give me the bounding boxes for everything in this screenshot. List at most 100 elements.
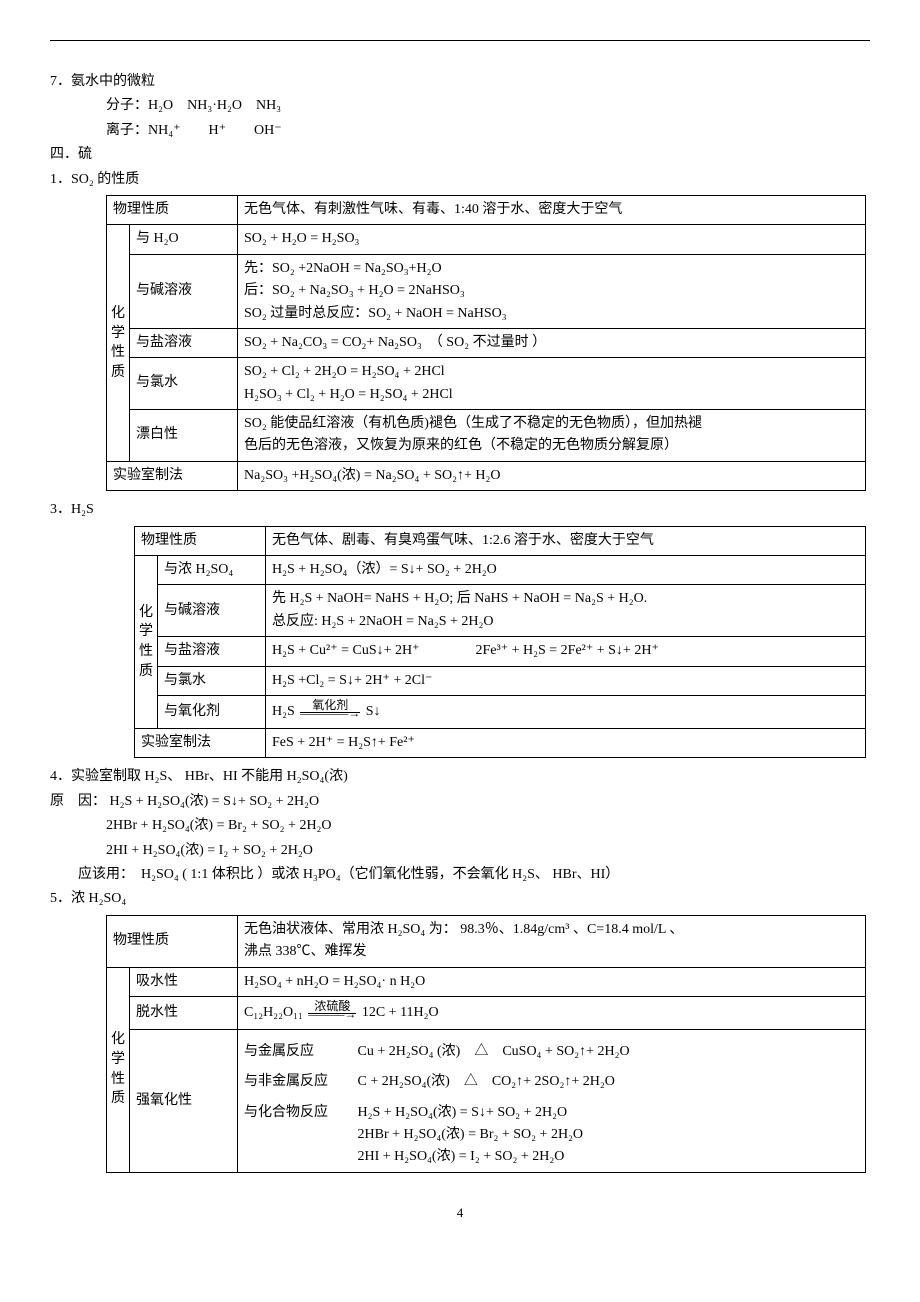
phys-label: 物理性质	[107, 195, 238, 224]
page: 7．氨水中的微粒 分子：H₂O NH₃·H₂O NH₃ 离子：NH₄⁺ H⁺ O…	[50, 40, 870, 1224]
phys-value: 无色气体、剧毒、有臭鸡蛋气味、1:2.6 溶于水、密度大于空气	[266, 526, 866, 555]
compound-line-1: 与化合物反应 H₂S + H₂SO₄(浓) = S↓+ SO₂ + 2H₂O	[244, 1102, 859, 1124]
formula-prefix: C₁₂H₂₂O₁₁	[244, 1005, 303, 1020]
table-row: 与盐溶液 H₂S + Cu²⁺ = CuS↓+ 2H⁺ 2Fe³⁺ + H₂S …	[135, 637, 866, 666]
section-7-title: 7．氨水中的微粒	[50, 71, 870, 93]
row-value: FeS + 2H⁺ = H₂S↑+ Fe²⁺	[266, 728, 866, 757]
cause-eq-1: H₂S + H₂SO₄(浓) = S↓+ SO₂ + 2H₂O	[110, 794, 320, 809]
cell-line: 后：SO₂ + Na₂SO₃ + H₂O = 2NaHSO₃	[244, 280, 859, 302]
cell-line: SO₂ 过量时总反应：SO₂ + NaOH = NaHSO₃	[244, 303, 859, 325]
equation: H₂S + H₂SO₄(浓) = S↓+ SO₂ + 2H₂O	[358, 1105, 568, 1120]
row-label: 吸水性	[130, 967, 238, 996]
row-value: Na₂SO₃ +H₂SO₄(浓) = Na₂SO₄ + SO₂↑+ H₂O	[238, 461, 866, 490]
row-label: 与碱溶液	[130, 254, 238, 328]
so2-title: 1．SO₂ 的性质	[50, 169, 870, 191]
table-row: 实验室制法 FeS + 2H⁺ = H₂S↑+ Fe²⁺	[135, 728, 866, 757]
section-7-line-2: 离子：NH₄⁺ H⁺ OH⁻	[50, 120, 870, 142]
row-value: H₂SO₄ + nH₂O = H₂SO₄· n H₂O	[238, 967, 866, 996]
metal-line: 与金属反应 Cu + 2H₂SO₄ (浓) △ CuSO₄ + SO₂↑+ 2H…	[244, 1041, 859, 1063]
chem-label: 化学性质	[107, 225, 130, 462]
row-value: H₂S + Cu²⁺ = CuS↓+ 2H⁺ 2Fe³⁺ + H₂S = 2Fe…	[266, 637, 866, 666]
cause-label: 原 因：	[50, 794, 106, 809]
page-number: 4	[50, 1203, 870, 1224]
phys-value: 无色油状液体、常用浓 H₂SO₄ 为： 98.3％、1.84g/cm³ 、C=1…	[238, 915, 866, 967]
equation: 2HI + H₂SO₄(浓) = I₂ + SO₂ + 2H₂O	[358, 1149, 565, 1164]
row-label: 与盐溶液	[130, 328, 238, 357]
row-label: 与氯水	[158, 666, 266, 695]
cell-line: 色后的无色溶液，又恢复为原来的红色（不稳定的无色物质分解复原）	[244, 435, 859, 457]
row-value: SO₂ + Cl₂ + 2H₂O = H₂SO₄ + 2HCl H₂SO₃ + …	[238, 358, 866, 410]
section-4-heading: 四．硫	[50, 144, 870, 166]
row-value: SO₂ + H₂O = H₂SO₃	[238, 225, 866, 254]
table-row: 漂白性 SO₂ 能使品红溶液（有机色质)褪色（生成了不稳定的无色物质），但加热褪…	[107, 410, 866, 462]
row-label: 漂白性	[130, 410, 238, 462]
reaction-arrow: 氧化剂————→	[300, 699, 360, 725]
row-label: 实验室制法	[107, 461, 238, 490]
table-row: 物理性质 无色气体、剧毒、有臭鸡蛋气味、1:2.6 溶于水、密度大于空气	[135, 526, 866, 555]
row-value: 与金属反应 Cu + 2H₂SO₄ (浓) △ CuSO₄ + SO₂↑+ 2H…	[238, 1029, 866, 1172]
row-label: 脱水性	[130, 996, 238, 1029]
row-label: 强氧化性	[130, 1029, 238, 1172]
row-value: SO₂ + Na₂CO₃ = CO₂+ Na₂SO₃ （ SO₂ 不过量时 ）	[238, 328, 866, 357]
table-row: 物理性质 无色油状液体、常用浓 H₂SO₄ 为： 98.3％、1.84g/cm³…	[107, 915, 866, 967]
row-label: 与氧化剂	[158, 695, 266, 728]
chem-label: 化学性质	[135, 556, 158, 729]
row-value: H₂S +Cl₂ = S↓+ 2H⁺ + 2Cl⁻	[266, 666, 866, 695]
row-label: 实验室制法	[135, 728, 266, 757]
chem-label: 化学性质	[107, 967, 130, 1172]
sub-label: 与化合物反应	[244, 1102, 354, 1124]
table-row: 与氧化剂 H₂S 氧化剂————→ S↓	[135, 695, 866, 728]
row-value: 先：SO₂ +2NaOH = Na₂SO₃+H₂O 后：SO₂ + Na₂SO₃…	[238, 254, 866, 328]
table-row: 化学性质 与 H₂O SO₂ + H₂O = H₂SO₃	[107, 225, 866, 254]
sub-label: 与金属反应	[244, 1041, 354, 1063]
formula-suffix: 12C + 11H₂O	[362, 1005, 439, 1020]
table-row: 与碱溶液 先 H₂S + NaOH= NaHS + H₂O; 后 NaHS + …	[135, 585, 866, 637]
equation: C + 2H₂SO₄(浓) △ CO₂↑+ 2SO₂↑+ 2H₂O	[358, 1074, 615, 1089]
table-row: 与氯水 SO₂ + Cl₂ + 2H₂O = H₂SO₄ + 2HCl H₂SO…	[107, 358, 866, 410]
row-value: C₁₂H₂₂O₁₁ 浓硫酸———→ 12C + 11H₂O	[238, 996, 866, 1029]
nonmetal-line: 与非金属反应 C + 2H₂SO₄(浓) △ CO₂↑+ 2SO₂↑+ 2H₂O	[244, 1071, 859, 1093]
table-row: 化学性质 吸水性 H₂SO₄ + nH₂O = H₂SO₄· n H₂O	[107, 967, 866, 996]
row-label: 与 H₂O	[130, 225, 238, 254]
cell-line: 先 H₂S + NaOH= NaHS + H₂O; 后 NaHS + NaOH …	[272, 588, 859, 610]
cell-line: SO₂ + Cl₂ + 2H₂O = H₂SO₄ + 2HCl	[244, 361, 859, 383]
cell-line: SO₂ 能使品红溶液（有机色质)褪色（生成了不稳定的无色物质），但加热褪	[244, 413, 859, 435]
h2so4-title: 5．浓 H₂SO₄	[50, 888, 870, 910]
phys-value: 无色气体、有刺激性气味、有毒、1:40 溶于水、密度大于空气	[238, 195, 866, 224]
row-label: 与盐溶液	[158, 637, 266, 666]
phys-label: 物理性质	[107, 915, 238, 967]
so2-table: 物理性质 无色气体、有刺激性气味、有毒、1:40 溶于水、密度大于空气 化学性质…	[106, 195, 866, 491]
compound-line-3: 2HI + H₂SO₄(浓) = I₂ + SO₂ + 2H₂O	[244, 1146, 859, 1168]
equation: 2HBr + H₂SO₄(浓) = Br₂ + SO₂ + 2H₂O	[358, 1127, 584, 1142]
table-row: 化学性质 与浓 H₂SO₄ H₂S + H₂SO₄（浓）= S↓+ SO₂ + …	[135, 556, 866, 585]
table-row: 与盐溶液 SO₂ + Na₂CO₃ = CO₂+ Na₂SO₃ （ SO₂ 不过…	[107, 328, 866, 357]
sec4-should: 应该用： H₂SO₄ ( 1:1 体积比 ）或浓 H₃PO₄（它们氧化性弱，不会…	[50, 864, 870, 886]
cell-line: 沸点 338℃、难挥发	[244, 941, 859, 963]
section-7-line-1: 分子：H₂O NH₃·H₂O NH₃	[50, 95, 870, 117]
sec4-cause: 原 因： H₂S + H₂SO₄(浓) = S↓+ SO₂ + 2H₂O	[50, 791, 870, 813]
cause-eq-2: 2HBr + H₂SO₄(浓) = Br₂ + SO₂ + 2H₂O	[50, 815, 870, 837]
row-value: SO₂ 能使品红溶液（有机色质)褪色（生成了不稳定的无色物质），但加热褪 色后的…	[238, 410, 866, 462]
row-value: H₂S 氧化剂————→ S↓	[266, 695, 866, 728]
reaction-arrow: 浓硫酸———→	[308, 1000, 356, 1026]
phys-label: 物理性质	[135, 526, 266, 555]
formula-suffix: S↓	[366, 704, 381, 719]
row-value: 先 H₂S + NaOH= NaHS + H₂O; 后 NaHS + NaOH …	[266, 585, 866, 637]
sub-label: 与非金属反应	[244, 1071, 354, 1093]
equation: Cu + 2H₂SO₄ (浓) △ CuSO₄ + SO₂↑+ 2H₂O	[358, 1044, 630, 1059]
compound-line-2: 2HBr + H₂SO₄(浓) = Br₂ + SO₂ + 2H₂O	[244, 1124, 859, 1146]
h2s-title: 3．H₂S	[50, 499, 870, 521]
h2s-table: 物理性质 无色气体、剧毒、有臭鸡蛋气味、1:2.6 溶于水、密度大于空气 化学性…	[134, 526, 866, 759]
table-row: 实验室制法 Na₂SO₃ +H₂SO₄(浓) = Na₂SO₄ + SO₂↑+ …	[107, 461, 866, 490]
row-value: H₂S + H₂SO₄（浓）= S↓+ SO₂ + 2H₂O	[266, 556, 866, 585]
table-row: 脱水性 C₁₂H₂₂O₁₁ 浓硫酸———→ 12C + 11H₂O	[107, 996, 866, 1029]
table-row: 物理性质 无色气体、有刺激性气味、有毒、1:40 溶于水、密度大于空气	[107, 195, 866, 224]
h2so4-table: 物理性质 无色油状液体、常用浓 H₂SO₄ 为： 98.3％、1.84g/cm³…	[106, 915, 866, 1173]
sec4-title: 4．实验室制取 H₂S、 HBr、HI 不能用 H₂SO₄(浓)	[50, 766, 870, 788]
cell-line: 总反应: H₂S + 2NaOH = Na₂S + 2H₂O	[272, 611, 859, 633]
row-label: 与氯水	[130, 358, 238, 410]
formula-prefix: H₂S	[272, 704, 295, 719]
row-label: 与浓 H₂SO₄	[158, 556, 266, 585]
table-row: 强氧化性 与金属反应 Cu + 2H₂SO₄ (浓) △ CuSO₄ + SO₂…	[107, 1029, 866, 1172]
cell-line: 先：SO₂ +2NaOH = Na₂SO₃+H₂O	[244, 258, 859, 280]
